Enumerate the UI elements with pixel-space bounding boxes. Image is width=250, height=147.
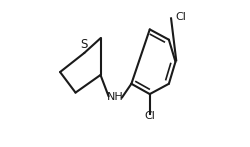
Text: Cl: Cl: [175, 12, 186, 22]
Text: Cl: Cl: [144, 111, 154, 121]
Text: NH: NH: [106, 92, 123, 102]
Text: S: S: [80, 39, 88, 51]
